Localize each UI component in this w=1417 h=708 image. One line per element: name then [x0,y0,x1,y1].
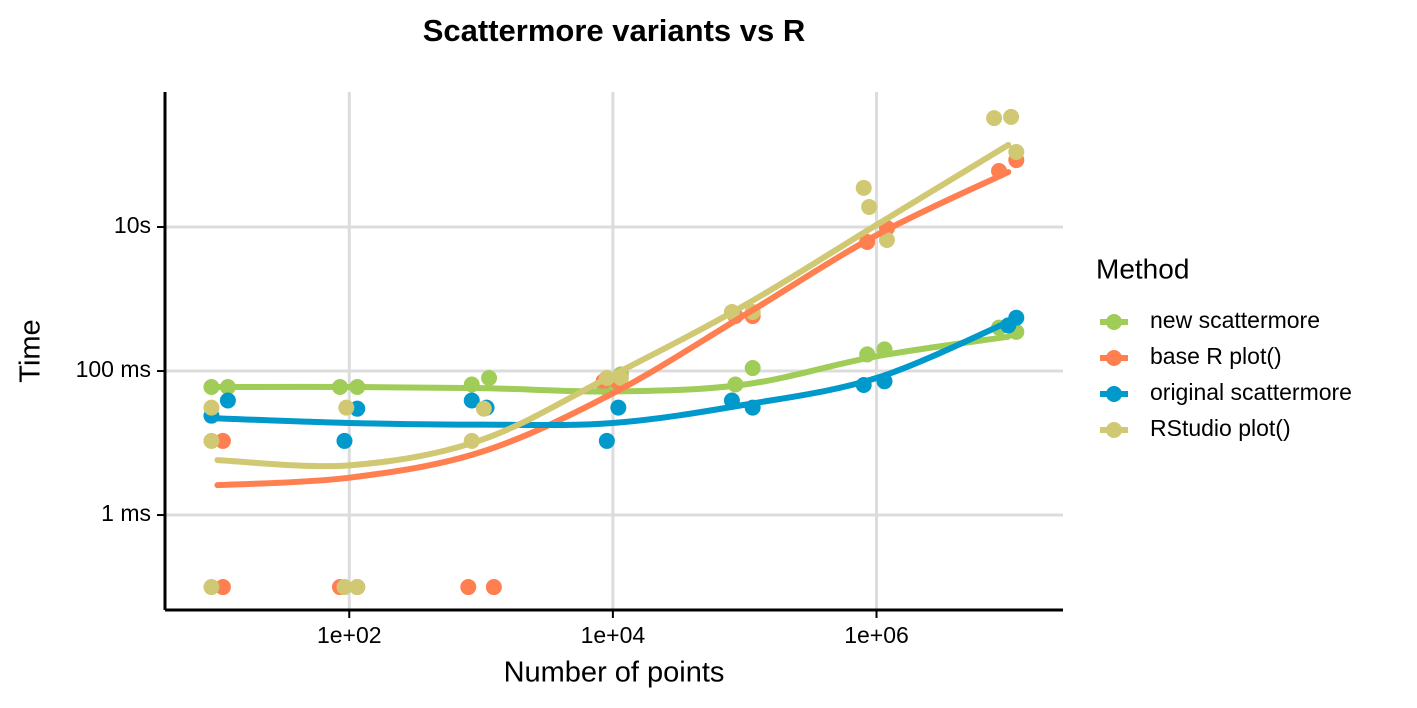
legend-title: Method [1096,253,1189,284]
legend-dot [1106,422,1122,438]
legend-label: new scattermore [1150,307,1320,333]
fit-line [214,318,1012,429]
point [219,392,236,409]
point [598,432,615,449]
point [214,579,231,596]
marks [203,108,1025,596]
x-tick-label: 1e+04 [581,622,646,648]
point [986,110,1003,127]
point [214,432,231,449]
y-tick-label: 1 ms [101,500,151,526]
legend-dot [1106,350,1122,366]
fit-line [214,141,1012,470]
legend-dot [1106,314,1122,330]
y-tick-label: 10s [114,212,151,238]
point [336,432,353,449]
point [861,198,878,215]
point [460,579,477,596]
point [203,579,220,596]
legend: new scattermore base R plot() original sca… [1100,307,1352,441]
y-axis-label: Time [15,319,47,382]
point [203,379,220,396]
point [463,392,480,409]
x-tick-label: 1e+02 [317,622,382,648]
point [1003,108,1020,125]
point [855,179,872,196]
point [1008,309,1025,326]
fit-line [214,169,1012,489]
point [203,432,220,449]
point [481,370,498,387]
axes: 1e+02 1e+04 1e+06 1 ms 100 ms 10s [76,92,1063,648]
legend-label: base R plot() [1150,343,1282,369]
x-tick-label: 1e+06 [844,622,909,648]
point [203,399,220,416]
legend-label: RStudio plot() [1150,415,1291,441]
point [338,399,355,416]
point [1008,144,1025,161]
point [744,360,761,377]
point [610,399,627,416]
chart-title: Scattermore variants vs R [423,13,806,48]
grid [165,92,1063,610]
y-tick-label: 100 ms [76,356,151,382]
point [336,579,353,596]
legend-dot [1106,386,1122,402]
legend-label: original scattermore [1150,379,1352,405]
point [349,579,366,596]
point [878,232,895,249]
point [475,400,492,417]
point [485,579,502,596]
x-axis-label: Number of points [504,657,725,689]
